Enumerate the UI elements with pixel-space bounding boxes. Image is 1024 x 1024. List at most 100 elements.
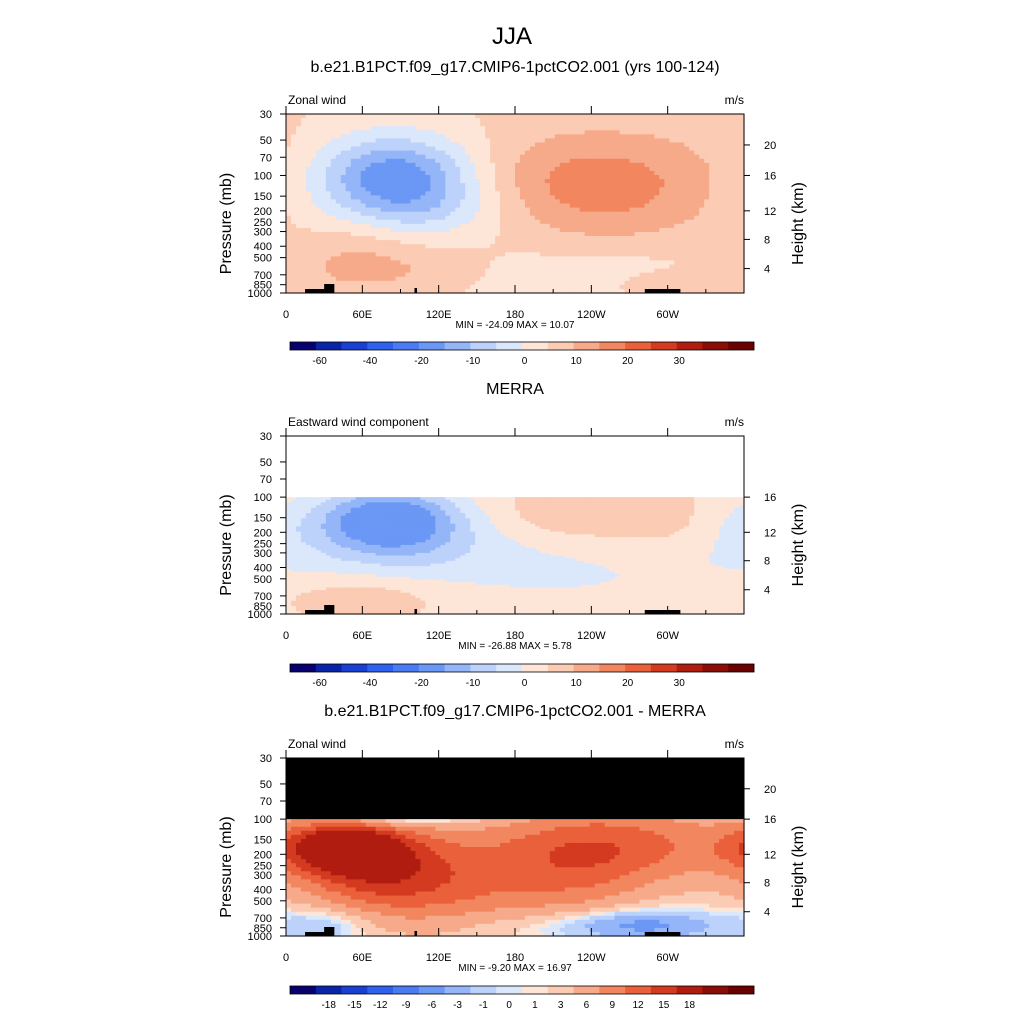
heatmap-cell [375,138,382,144]
heatmap-cell [609,507,616,511]
heatmap-cell [729,256,735,262]
heatmap-cell [430,179,436,184]
heatmap-cell [689,507,695,511]
heatmap-cell [669,515,675,519]
heatmap-cell [704,515,710,519]
heatmap-cell [589,248,596,253]
heatmap-cell [485,518,491,522]
heatmap-cell [589,126,596,131]
heatmap-cell [614,195,621,201]
heatmap-cell [694,179,700,184]
heatmap-cell [584,215,591,221]
heatmap-cell [465,146,471,152]
heatmap-cell [290,248,297,253]
heatmap-cell [470,223,476,229]
heatmap-cell [619,510,626,514]
heatmap-cell [430,252,436,257]
heatmap-cell [524,272,531,278]
heatmap-cell [569,518,576,522]
heatmap-cell [295,497,302,501]
heatmap-cell [460,134,466,140]
heatmap-cell [679,122,685,127]
heatmap-cell [490,264,496,270]
heatmap-cell [345,199,352,205]
heatmap-cell [340,264,347,270]
heatmap-cell [290,256,297,262]
heatmap-cell [445,122,451,127]
heatmap-cell [430,288,436,294]
heatmap-cell [385,505,392,509]
heatmap-cell [415,499,422,504]
heatmap-cell [634,507,641,511]
heatmap-cell [395,183,402,188]
heatmap-cell [286,272,292,278]
heatmap-cell [709,203,715,209]
y-tick-label: 1000 [248,288,272,300]
heatmap-cell [385,268,392,274]
heatmap-cell [400,272,407,278]
heatmap-cell [400,276,407,282]
heatmap-cell [375,191,382,196]
heatmap-cell [559,134,566,140]
heatmap-cell [390,284,397,290]
heatmap-cell [704,276,710,282]
heatmap-cell [609,502,616,506]
heatmap-cell [495,183,501,188]
heatmap-cell [734,134,740,140]
heatmap-cell [415,187,422,192]
heatmap-cell [659,158,665,164]
heatmap-cell [644,497,651,501]
heatmap-cell [634,154,641,160]
heatmap-cell [649,223,655,229]
heatmap-cell [390,138,397,144]
heatmap-cell [679,215,685,221]
heatmap-cell [594,288,601,294]
heatmap-cell [455,150,461,156]
heatmap-cell [589,276,596,282]
heatmap-cell [470,256,476,262]
heatmap-cell [355,138,362,144]
heatmap-cell [310,280,317,286]
heatmap-cell [599,170,606,176]
heatmap-cell [305,499,312,504]
heatmap-cell [515,122,521,127]
heatmap-cell [694,236,700,241]
heatmap-cell [330,223,337,229]
heatmap-cell [300,231,307,237]
heatmap-cell [649,276,655,282]
heatmap-cell [420,150,426,156]
colorbar-swatch [728,342,755,350]
heatmap-cell [729,502,735,506]
heatmap-cell [315,207,322,213]
heatmap-cell [510,513,516,517]
heatmap-cell [495,499,501,504]
heatmap-cell [395,499,402,504]
heatmap-cell [375,499,382,504]
heatmap-cell [385,170,392,176]
heatmap-cell [350,203,357,209]
heatmap-cell [569,499,576,504]
heatmap-cell [400,211,407,217]
heatmap-cell [470,170,476,176]
heatmap-cell [310,126,317,131]
heatmap-cell [629,170,636,176]
heatmap-cell [654,170,660,176]
heatmap-cell [589,280,596,286]
heatmap-cell [634,502,641,506]
heatmap-cell [679,248,685,253]
stats-label: MIN = -24.09 MAX = 10.07 [456,320,575,331]
heatmap-cell [539,122,546,127]
heatmap-cell [340,513,347,517]
heatmap-cell [505,231,511,237]
heatmap-cell [365,191,372,196]
heatmap-cell [400,207,407,213]
heatmap-cell [629,175,636,180]
heatmap-cell [629,502,636,506]
heatmap-cell [739,166,745,172]
heatmap-cell [430,507,436,511]
heatmap-cell [475,248,481,253]
heatmap-cell [425,170,431,176]
heatmap-cell [295,276,302,282]
heatmap-cell [649,215,655,221]
panel-title: MERRA [486,381,544,398]
